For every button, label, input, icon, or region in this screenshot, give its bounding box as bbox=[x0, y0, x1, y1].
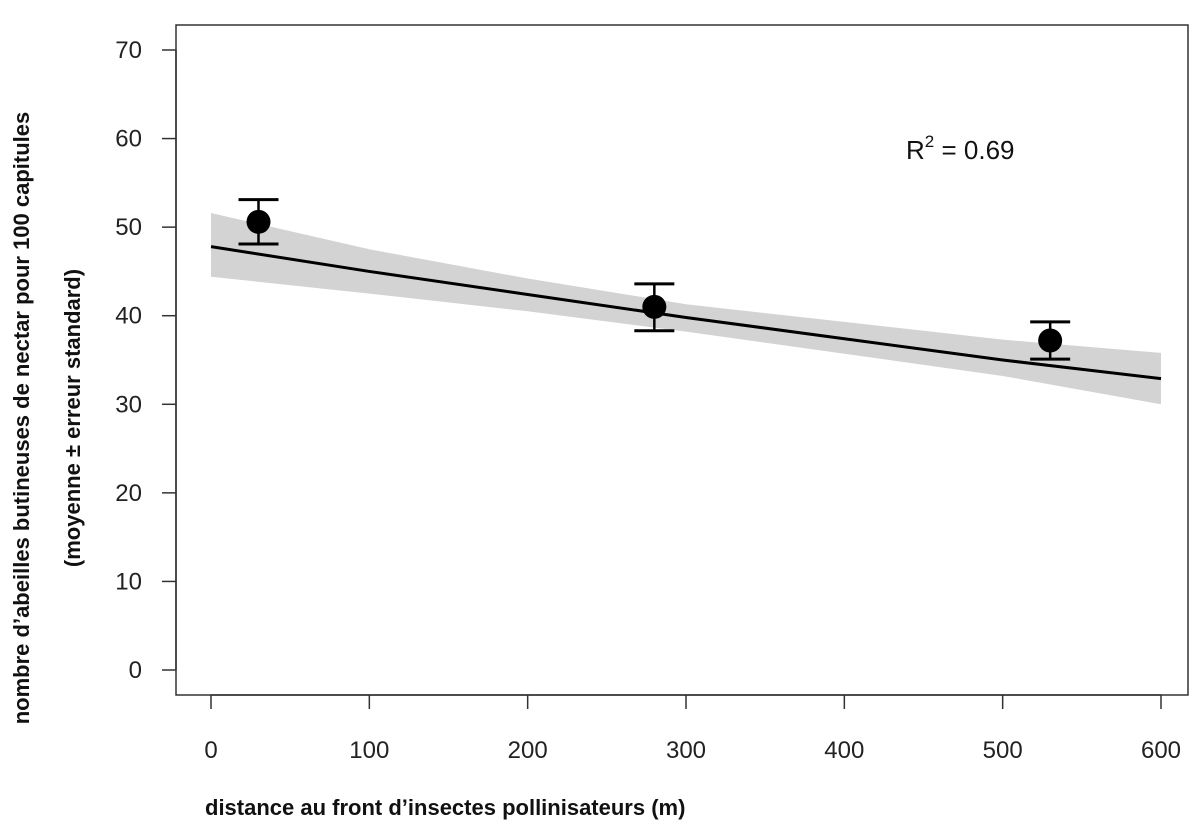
y-tick-label: 70 bbox=[115, 37, 142, 64]
y-tick-label: 30 bbox=[115, 391, 142, 418]
x-tick-label: 500 bbox=[983, 737, 1023, 764]
r2-superscript: 2 bbox=[925, 132, 934, 151]
x-axis: 0 100 200 300 400 500 600 bbox=[204, 694, 1181, 764]
y-tick-label: 0 bbox=[129, 657, 142, 684]
data-points-layer bbox=[238, 198, 1071, 361]
r2-annotation: R2 = 0.69 bbox=[906, 132, 1014, 165]
data-point bbox=[1038, 328, 1063, 353]
y-tick-label: 10 bbox=[115, 568, 142, 595]
data-point bbox=[642, 294, 667, 319]
x-tick-label: 400 bbox=[824, 737, 864, 764]
data-point-group bbox=[238, 198, 279, 246]
r2-base: R bbox=[906, 135, 925, 165]
fit-line-layer bbox=[210, 245, 1162, 381]
y-tick-label: 20 bbox=[115, 480, 142, 507]
x-tick-label: 200 bbox=[508, 737, 548, 764]
x-tick-label: 300 bbox=[666, 737, 706, 764]
confidence-band bbox=[211, 212, 1161, 405]
confidence-band-layer bbox=[211, 212, 1161, 405]
y-axis-title-line1: nombre d’abeilles butineuses de nectar p… bbox=[9, 112, 34, 725]
x-tick-label: 600 bbox=[1141, 737, 1181, 764]
x-tick-label: 0 bbox=[204, 737, 217, 764]
x-tick-label: 100 bbox=[349, 737, 389, 764]
y-axis: 0 10 20 30 40 50 60 70 bbox=[115, 37, 177, 684]
fit-line bbox=[210, 245, 1162, 381]
data-point-group bbox=[1030, 320, 1071, 361]
r2-value: = 0.69 bbox=[934, 135, 1014, 165]
y-tick-label: 50 bbox=[115, 214, 142, 241]
y-tick-label: 60 bbox=[115, 126, 142, 153]
data-point-group bbox=[634, 282, 675, 333]
x-axis-title: distance au front d’insectes pollinisate… bbox=[205, 795, 685, 820]
data-point bbox=[246, 209, 271, 234]
y-axis-title-line2: (moyenne ± erreur standard) bbox=[60, 269, 85, 567]
y-tick-label: 40 bbox=[115, 303, 142, 330]
